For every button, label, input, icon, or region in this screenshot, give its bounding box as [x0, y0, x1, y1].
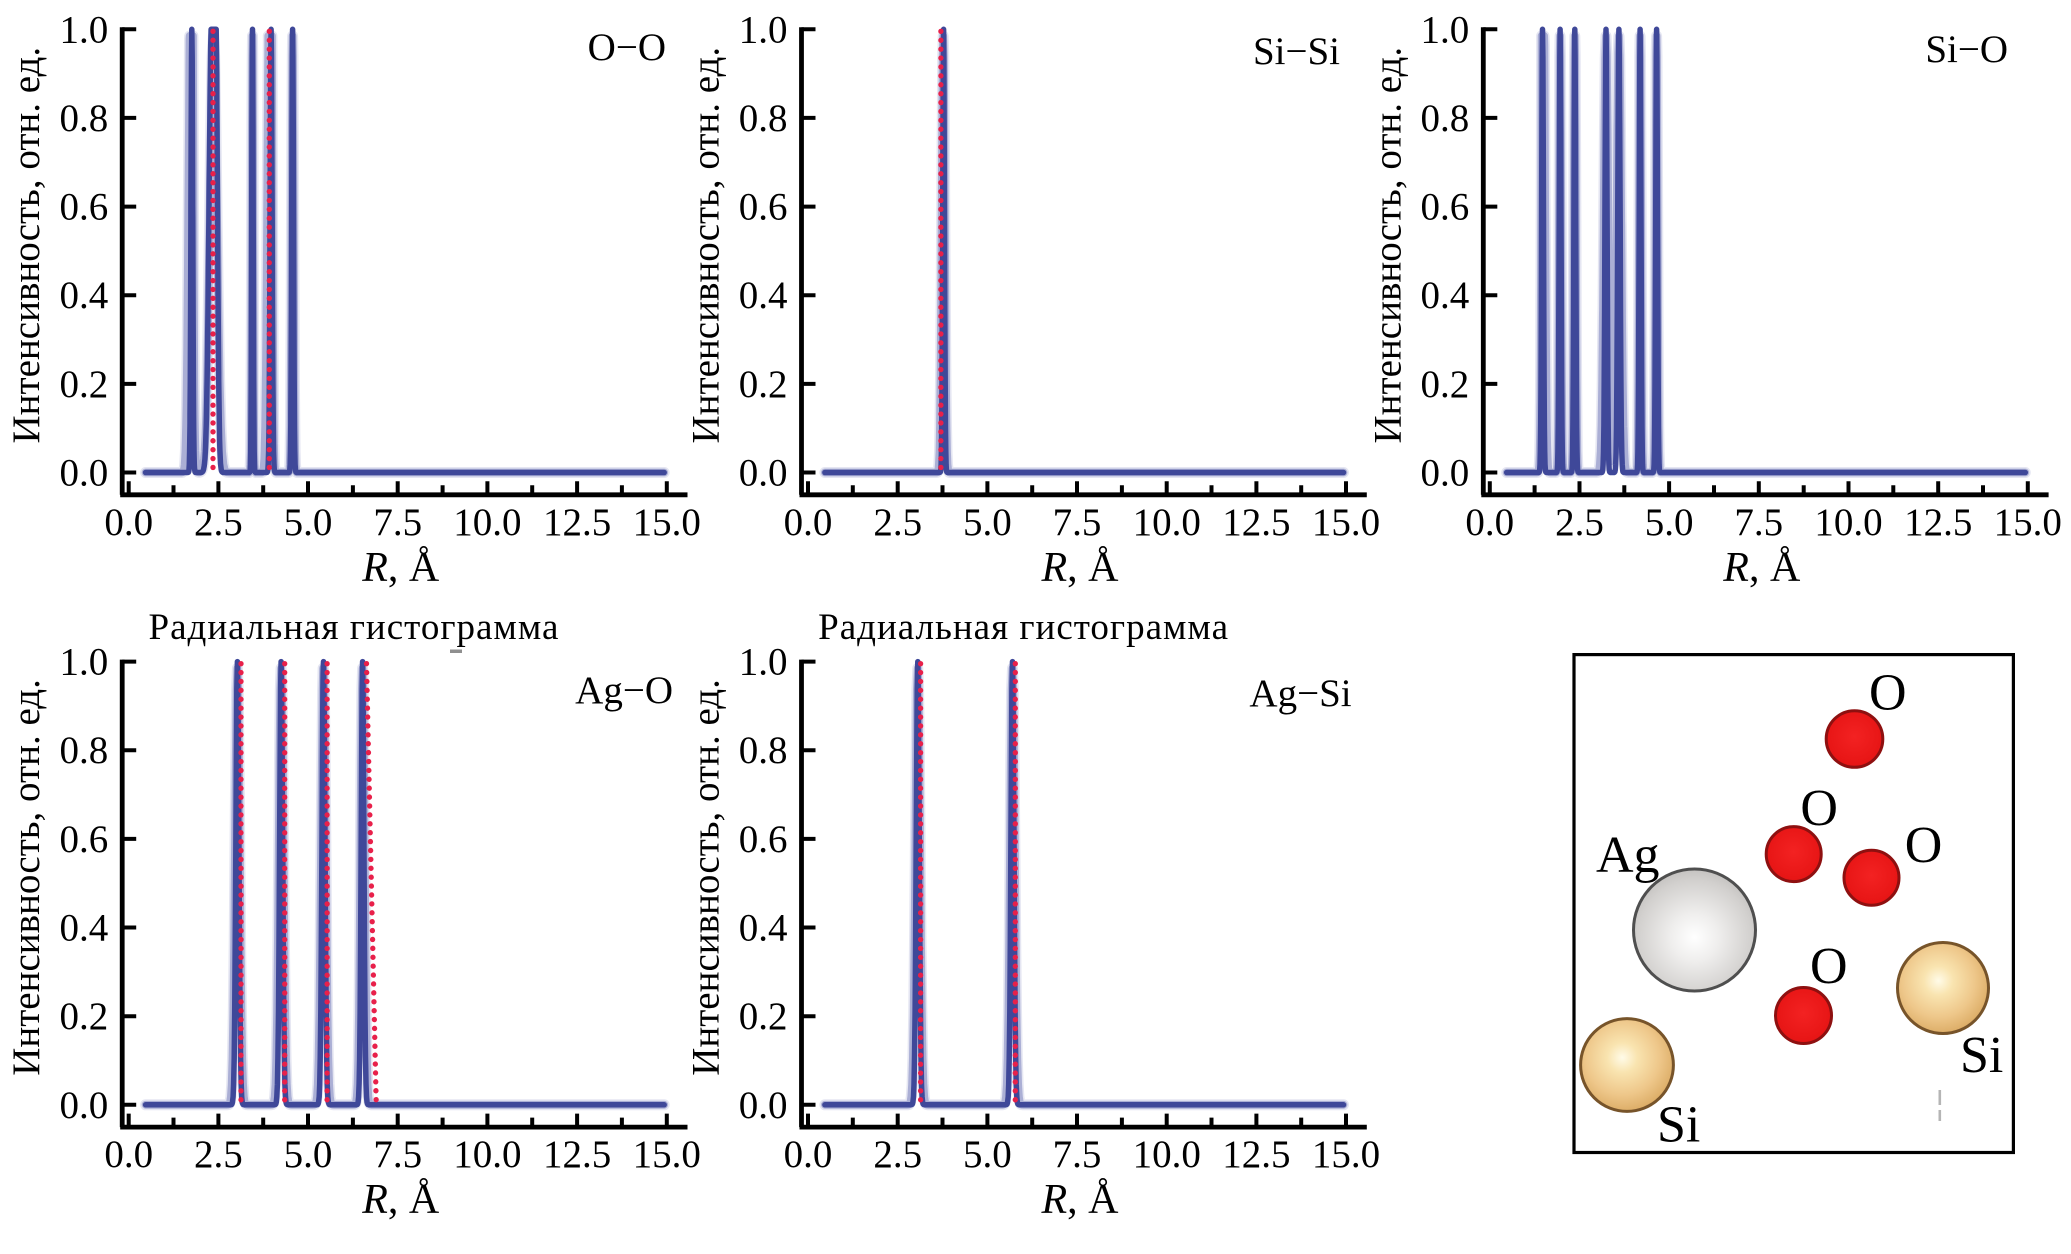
svg-text:2.5: 2.5 — [194, 1133, 243, 1176]
svg-text:O−O: O−O — [588, 26, 666, 69]
svg-text:Ag−Si: Ag−Si — [1249, 672, 1351, 715]
svg-text:2.5: 2.5 — [873, 501, 922, 544]
svg-text:10.0: 10.0 — [453, 501, 521, 544]
svg-text:Интенсивность, отн. ед.: Интенсивность, отн. ед. — [685, 679, 728, 1076]
svg-text:O: O — [1810, 938, 1848, 995]
svg-text:2.5: 2.5 — [1555, 501, 1604, 544]
svg-text:Радиальная гистограмма: Радиальная гистограмма — [818, 607, 1229, 648]
svg-text:R, Å: R, Å — [1041, 1177, 1120, 1223]
svg-text:1.0: 1.0 — [59, 641, 108, 684]
svg-text:Si−Si: Si−Si — [1253, 30, 1340, 73]
svg-text:0.4: 0.4 — [1421, 274, 1470, 317]
svg-text:0.0: 0.0 — [104, 501, 153, 544]
svg-text:7.5: 7.5 — [1053, 1133, 1102, 1176]
svg-text:1.0: 1.0 — [739, 641, 788, 684]
svg-text:7.5: 7.5 — [373, 501, 422, 544]
svg-text:R, Å: R, Å — [361, 545, 440, 591]
svg-text:10.0: 10.0 — [1133, 501, 1201, 544]
svg-text:Ag: Ag — [1596, 827, 1660, 884]
svg-text:0.8: 0.8 — [739, 729, 788, 772]
svg-text:12.5: 12.5 — [1222, 1133, 1290, 1176]
svg-text:0.4: 0.4 — [59, 907, 108, 950]
svg-text:2.5: 2.5 — [194, 501, 243, 544]
svg-text:Si: Si — [1960, 1027, 2003, 1084]
svg-text:5.0: 5.0 — [284, 1133, 333, 1176]
svg-text:0.0: 0.0 — [1421, 452, 1470, 495]
svg-text:O: O — [1905, 817, 1943, 874]
svg-text:0.2: 0.2 — [739, 363, 788, 406]
svg-text:0.8: 0.8 — [59, 97, 108, 140]
svg-text:15.0: 15.0 — [1312, 1133, 1380, 1176]
svg-text:0.2: 0.2 — [59, 995, 108, 1038]
svg-text:7.5: 7.5 — [373, 1133, 422, 1176]
svg-text:Ag−O: Ag−O — [575, 669, 673, 712]
svg-text:0.8: 0.8 — [59, 729, 108, 772]
svg-text:0.0: 0.0 — [784, 1133, 833, 1176]
svg-text:12.5: 12.5 — [1904, 501, 1972, 544]
svg-text:0.4: 0.4 — [739, 907, 788, 950]
svg-text:5.0: 5.0 — [284, 501, 333, 544]
svg-text:Si−O: Si−O — [1925, 28, 2008, 71]
svg-text:0.0: 0.0 — [59, 452, 108, 495]
svg-text:0.6: 0.6 — [59, 186, 108, 229]
svg-text:R, Å: R, Å — [1722, 545, 1801, 591]
svg-text:12.5: 12.5 — [543, 501, 611, 544]
svg-text:7.5: 7.5 — [1734, 501, 1783, 544]
svg-text:Интенсивность, отн. ед.: Интенсивность, отн. ед. — [5, 47, 48, 444]
svg-text:0.6: 0.6 — [739, 186, 788, 229]
svg-text:7.5: 7.5 — [1053, 501, 1102, 544]
svg-text:10.0: 10.0 — [1133, 1133, 1201, 1176]
svg-text:0.0: 0.0 — [784, 501, 833, 544]
svg-text:0.2: 0.2 — [59, 363, 108, 406]
svg-text:0.6: 0.6 — [739, 818, 788, 861]
svg-text:15.0: 15.0 — [633, 1133, 701, 1176]
svg-text:0.8: 0.8 — [1421, 97, 1470, 140]
svg-text:15.0: 15.0 — [1994, 501, 2062, 544]
svg-text:10.0: 10.0 — [453, 1133, 521, 1176]
svg-text:0.4: 0.4 — [739, 274, 788, 317]
svg-text:0.6: 0.6 — [1421, 186, 1470, 229]
svg-text:5.0: 5.0 — [963, 501, 1012, 544]
svg-text:0.2: 0.2 — [1421, 363, 1470, 406]
svg-text:0.2: 0.2 — [739, 995, 788, 1038]
svg-text:Интенсивность, отн. ед.: Интенсивность, отн. ед. — [5, 679, 48, 1076]
svg-text:12.5: 12.5 — [1222, 501, 1290, 544]
svg-text:1.0: 1.0 — [739, 8, 788, 51]
svg-text:0.6: 0.6 — [59, 818, 108, 861]
svg-text:2.5: 2.5 — [873, 1133, 922, 1176]
svg-text:0.0: 0.0 — [59, 1084, 108, 1127]
svg-text:Интенсивность, отн. ед.: Интенсивность, отн. ед. — [1366, 47, 1409, 444]
svg-text:Si: Si — [1657, 1097, 1700, 1154]
svg-text:0.8: 0.8 — [739, 97, 788, 140]
svg-text:15.0: 15.0 — [1312, 501, 1380, 544]
svg-text:Интенсивность, отн. ед.: Интенсивность, отн. ед. — [685, 47, 728, 444]
svg-text:1.0: 1.0 — [1421, 8, 1470, 51]
svg-text:0.0: 0.0 — [104, 1133, 153, 1176]
svg-text:O: O — [1869, 665, 1907, 722]
svg-text:Радиальная гистограмма: Радиальная гистограмма — [149, 607, 560, 648]
svg-text:5.0: 5.0 — [1645, 501, 1694, 544]
svg-text:1.0: 1.0 — [59, 8, 108, 51]
svg-text:R, Å: R, Å — [361, 1177, 440, 1223]
svg-text:0.0: 0.0 — [1465, 501, 1514, 544]
svg-text:15.0: 15.0 — [633, 501, 701, 544]
svg-text:12.5: 12.5 — [543, 1133, 611, 1176]
svg-text:O: O — [1800, 780, 1838, 837]
svg-text:0.0: 0.0 — [739, 1084, 788, 1127]
svg-text:R, Å: R, Å — [1041, 545, 1120, 591]
svg-text:5.0: 5.0 — [963, 1133, 1012, 1176]
svg-text:0.4: 0.4 — [59, 274, 108, 317]
svg-text:0.0: 0.0 — [739, 452, 788, 495]
svg-text:10.0: 10.0 — [1814, 501, 1882, 544]
